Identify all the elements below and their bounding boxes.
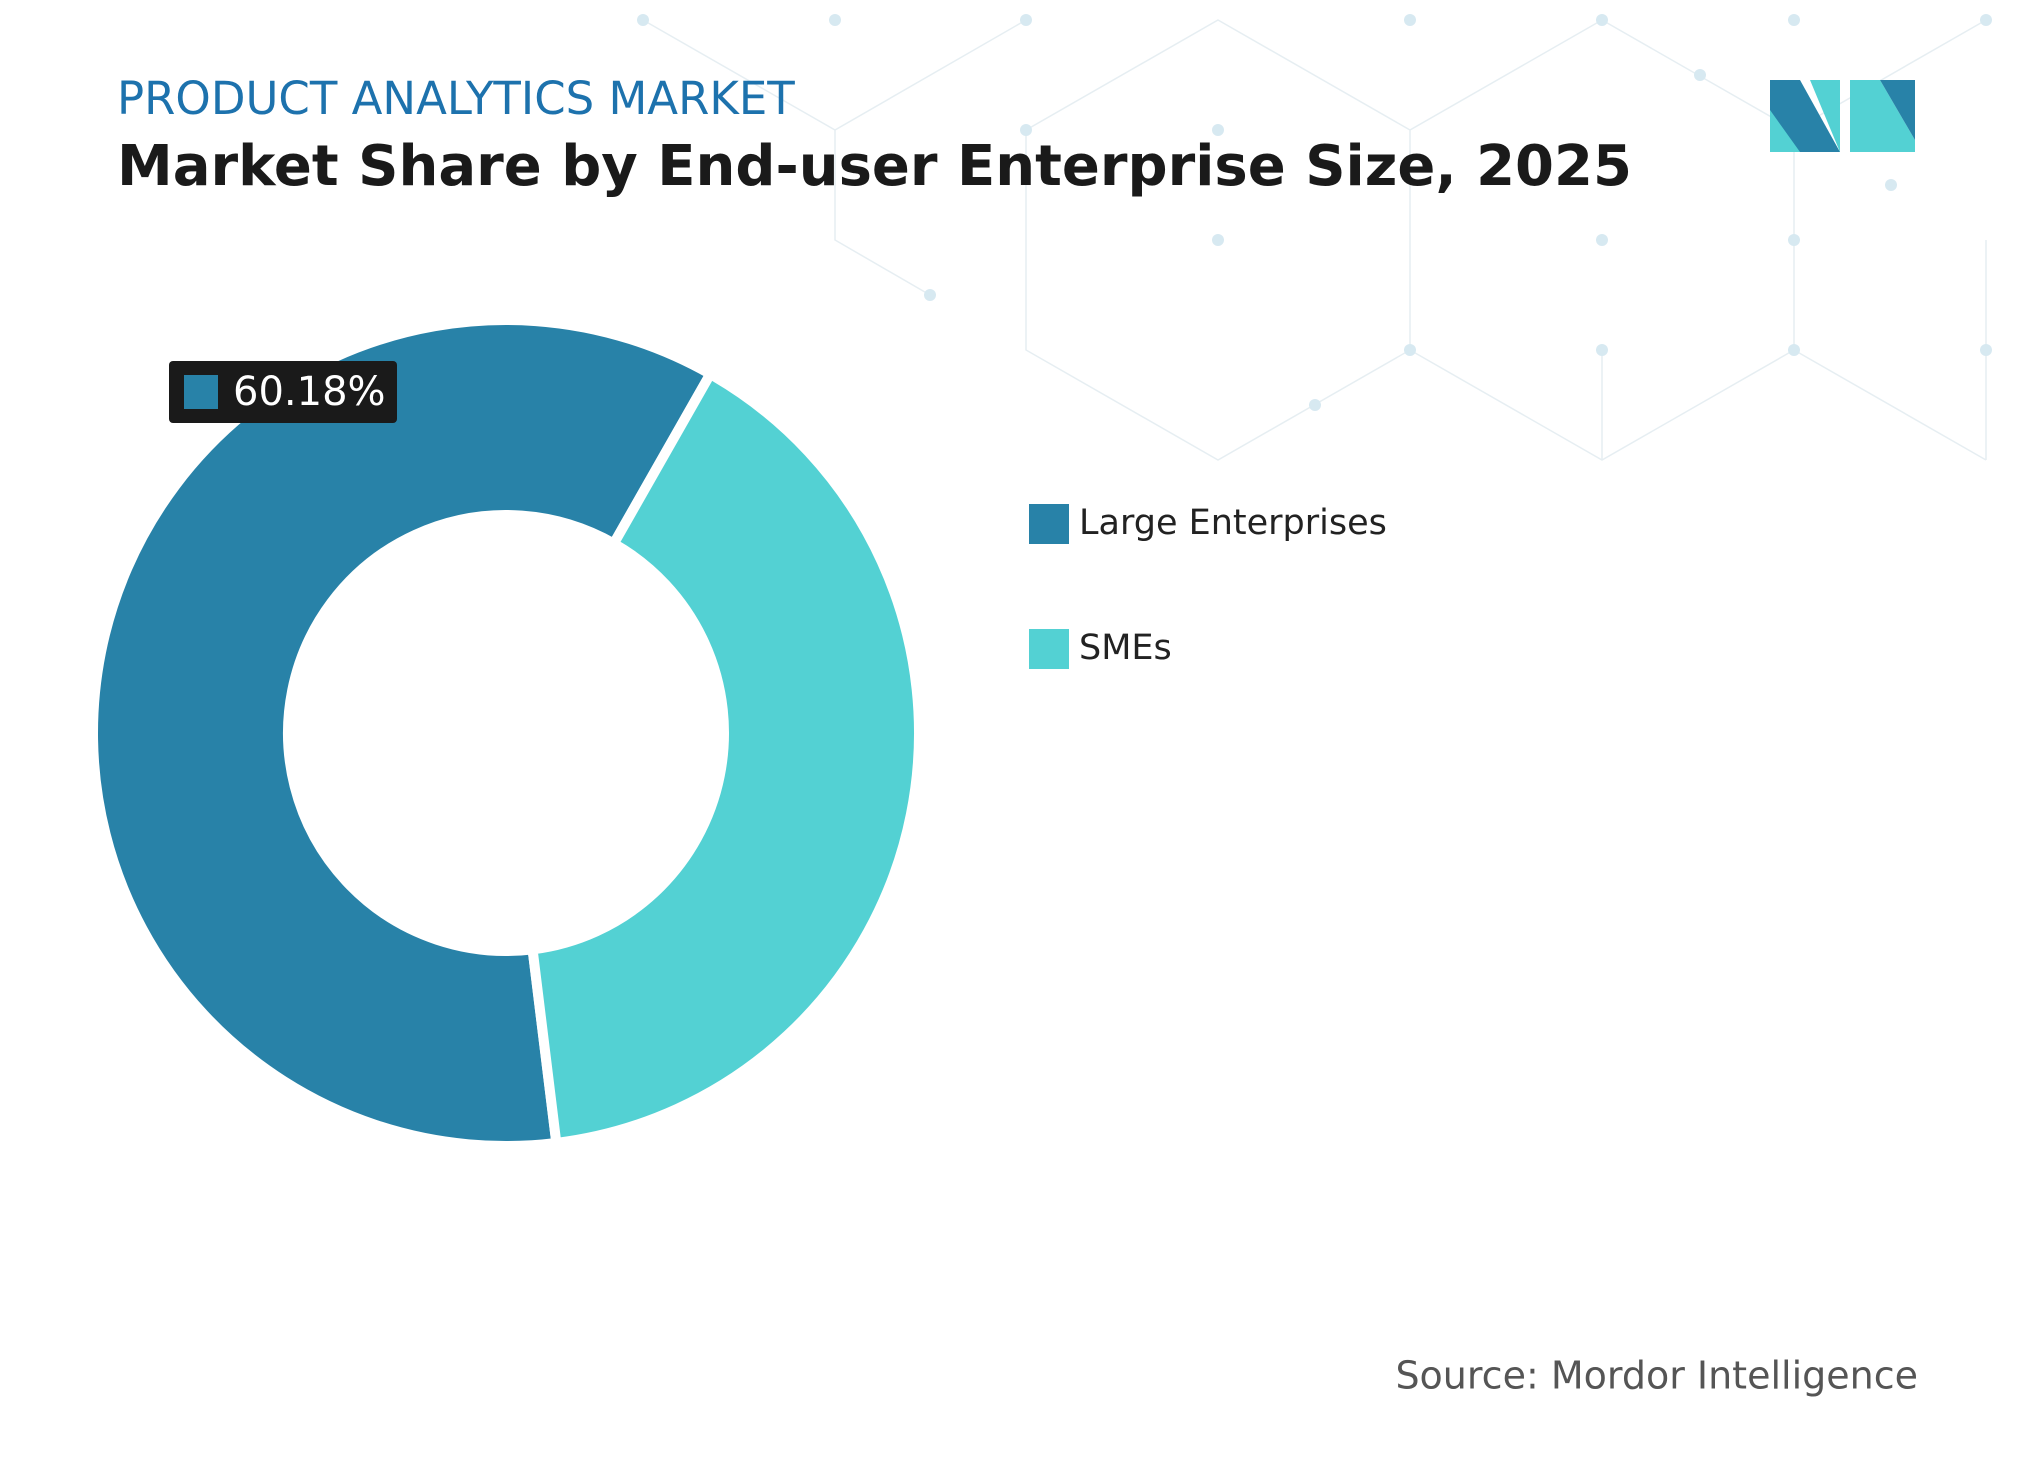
chart-title: Market Share by End-user Enterprise Size…: [117, 134, 1632, 199]
donut: [88, 315, 924, 1151]
donut-slice: [526, 367, 924, 1149]
data-label-swatch: [184, 375, 218, 409]
chart-kicker: PRODUCT ANALYTICS MARKET: [117, 72, 795, 125]
data-label: 60.18%: [233, 369, 386, 415]
data-labels: 60.18%: [169, 361, 397, 423]
data-label-box: [169, 361, 397, 423]
legend-label: Large Enterprises: [1079, 503, 1387, 543]
legend-label: SMEs: [1079, 628, 1172, 668]
background-dots: [637, 14, 1992, 411]
legend: Large Enterprises SMEs: [1029, 503, 1387, 669]
donut-slice: [88, 315, 718, 1151]
logo: [1770, 80, 1915, 152]
legend-swatch: [1029, 629, 1069, 669]
legend-swatch: [1029, 504, 1069, 544]
source: Source: Mordor Intelligence: [1395, 1354, 1918, 1398]
